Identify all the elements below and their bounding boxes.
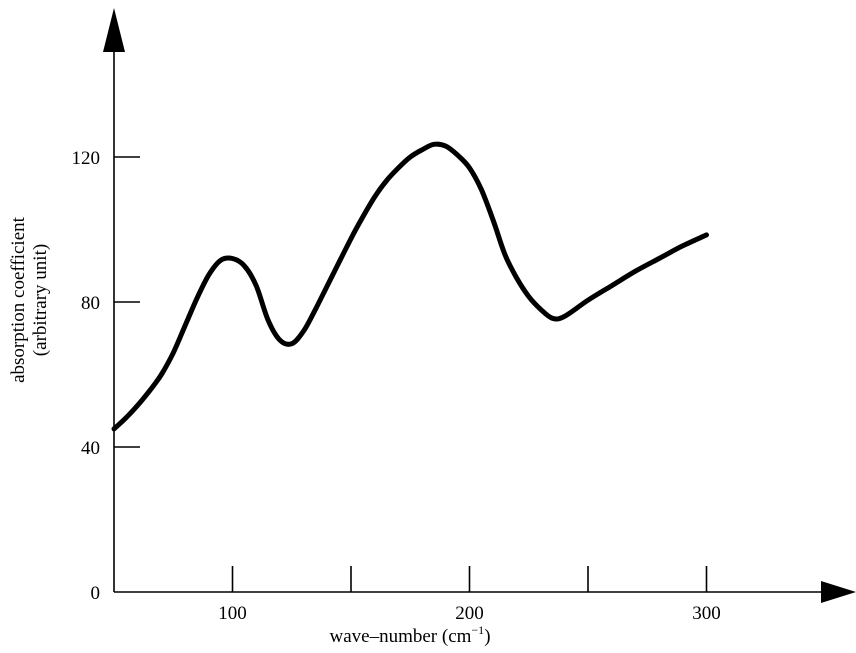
absorption-curve (111, 141, 709, 432)
x-axis-ticks: 100 200 300 (218, 566, 721, 624)
x-axis-title: wave–number (cm−1) (329, 623, 490, 647)
y-axis-title: absorption coefficient (arbitrary unit) (8, 216, 51, 383)
x-tick-label: 200 (455, 603, 484, 624)
y-axis-title-line2: (arbitrary unit) (30, 244, 51, 356)
x-tick-label: 300 (692, 603, 721, 624)
y-axis-arrowhead (103, 8, 125, 52)
y-tick-label: 80 (81, 293, 100, 314)
y-tick-label: 120 (72, 148, 101, 169)
y-axis-ticks: 0 40 80 120 (72, 148, 140, 604)
y-tick-label: 0 (91, 583, 101, 604)
x-axis-title-main: wave–number (cm (329, 626, 471, 647)
x-axis-title-superscript: −1 (471, 623, 484, 637)
y-tick-label: 40 (81, 438, 100, 459)
x-axis-arrowhead (821, 581, 856, 603)
y-axis-title-line1: absorption coefficient (8, 216, 29, 383)
x-axis-title-suffix: ) (484, 626, 490, 647)
x-tick-label: 100 (218, 603, 247, 624)
